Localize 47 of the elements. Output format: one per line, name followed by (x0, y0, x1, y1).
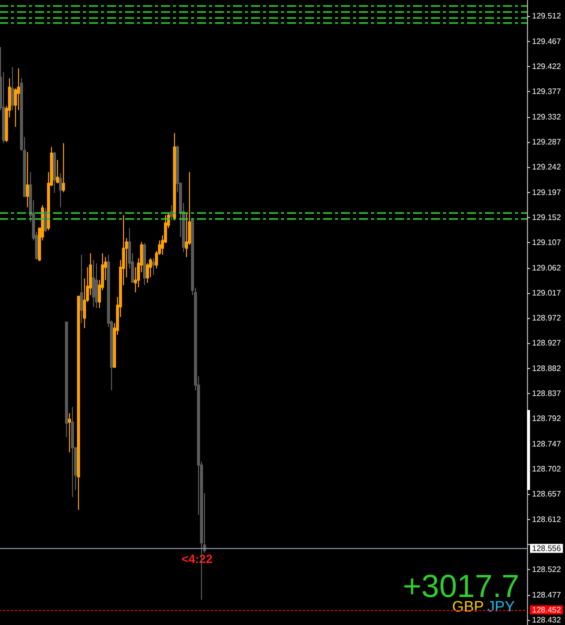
candlestick (26, 152, 29, 208)
y-tick-label: 129.062 (532, 263, 562, 272)
candlestick (146, 262, 149, 284)
candlestick (71, 406, 74, 498)
y-tick-label: 128.657 (532, 490, 562, 499)
annotation: JPY (487, 598, 515, 616)
ref-line-label: 128.556 (532, 544, 562, 553)
y-tick-label: 129.017 (532, 288, 562, 298)
candlestick (173, 132, 176, 221)
candlestick (77, 296, 80, 510)
candlestick (53, 152, 56, 194)
candlestick (143, 242, 146, 286)
y-tick-label: 128.972 (532, 314, 562, 323)
y-tick-label: 128.747 (532, 439, 562, 448)
candlestick (152, 258, 155, 276)
y-tick-label: 128.702 (532, 464, 562, 474)
candlestick (65, 322, 68, 438)
y-tick-label: 129.287 (532, 137, 562, 146)
candlestick (59, 172, 62, 208)
ref-line-label: 128.452 (532, 605, 562, 614)
candlestick (80, 254, 83, 324)
y-tick-label: 129.332 (532, 112, 562, 122)
y-tick-label: 129.512 (532, 12, 562, 21)
y-tick-label: 129.422 (532, 62, 562, 72)
y-tick-label: 129.377 (532, 87, 562, 96)
y-tick-label: 129.197 (532, 188, 562, 197)
candlestick (62, 142, 65, 193)
candlestick (68, 412, 71, 453)
candlestick (56, 159, 59, 184)
y-tick-label: 128.837 (532, 389, 562, 398)
candlestick (11, 66, 14, 111)
candlestick (92, 259, 95, 308)
y-tick-label: 128.432 (532, 615, 562, 624)
annotation: <4:22 (181, 552, 213, 566)
y-tick-label: 129.242 (532, 162, 562, 172)
y-tick-label: 129.467 (532, 36, 562, 46)
candlestick (170, 204, 173, 221)
y-tick-label: 128.477 (532, 590, 562, 600)
y-tick-label: 128.612 (532, 514, 562, 524)
y-tick-label: 129.152 (532, 212, 562, 222)
y-tick-label: 129.107 (532, 238, 562, 248)
candlestick (95, 262, 98, 309)
y-tick-label: 128.882 (532, 364, 562, 373)
y-tick-label: 128.927 (532, 338, 562, 348)
y-tick-label: 128.522 (532, 565, 562, 574)
candlestick (44, 207, 47, 232)
y-tick-label: 128.792 (532, 414, 562, 424)
